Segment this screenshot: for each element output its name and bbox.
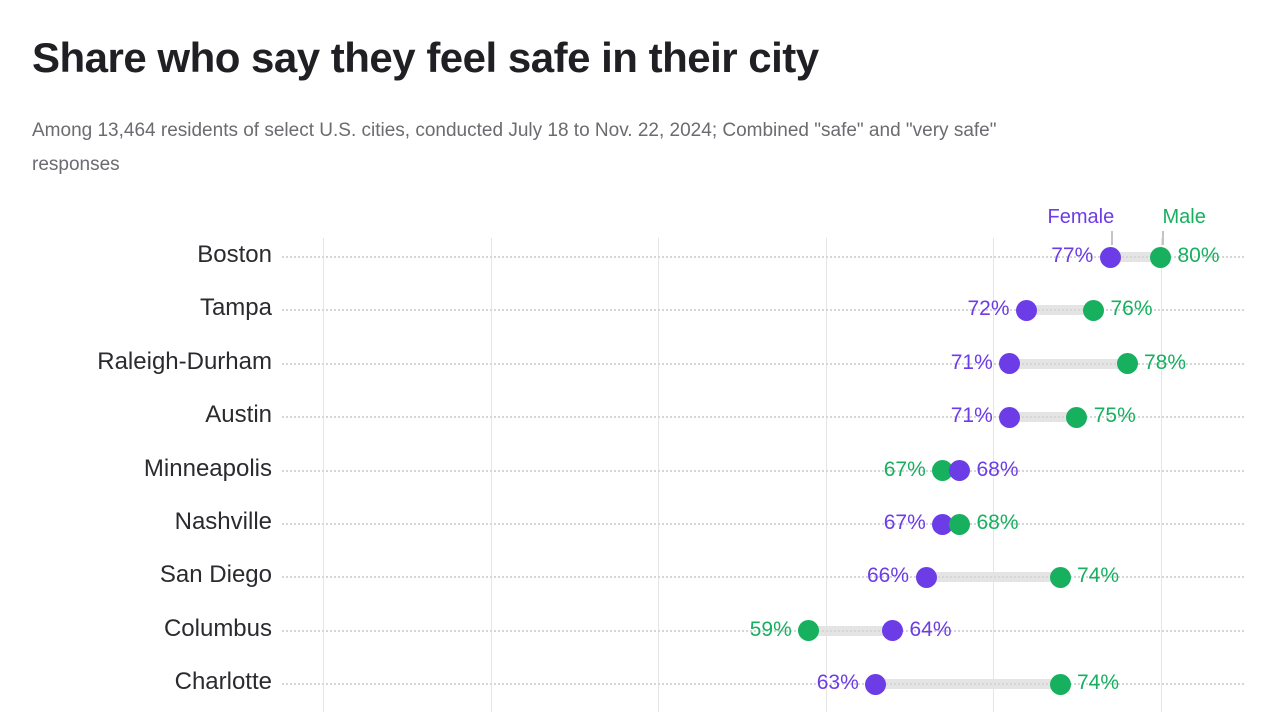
legend-male-tick bbox=[1161, 231, 1164, 245]
chart-subtitle: Among 13,464 residents of select U.S. ci… bbox=[32, 114, 997, 182]
male-value-label: 67% bbox=[883, 457, 926, 481]
female-dot bbox=[949, 460, 970, 482]
male-value-label: 75% bbox=[1093, 404, 1136, 428]
row-guide-line bbox=[282, 256, 1244, 258]
male-dot bbox=[949, 513, 970, 535]
female-dot bbox=[1099, 246, 1121, 268]
male-dot bbox=[1049, 566, 1071, 588]
row-guide-line bbox=[282, 362, 1244, 365]
gridline bbox=[323, 238, 324, 712]
male-value-label: 74% bbox=[1077, 671, 1120, 695]
female-value-label: 66% bbox=[866, 564, 909, 588]
row-guide-line bbox=[282, 629, 1244, 632]
male-dot bbox=[1066, 406, 1088, 428]
chart-subtitle-line-1: Among 13,464 residents of select U.S. ci… bbox=[32, 120, 997, 141]
female-value-label: 64% bbox=[909, 617, 952, 641]
row-guide-line bbox=[282, 416, 1244, 419]
legend-female-tick bbox=[1111, 231, 1114, 245]
female-value-label: 72% bbox=[967, 297, 1010, 321]
city-label: San Diego bbox=[159, 561, 272, 589]
male-value-label: 76% bbox=[1110, 297, 1153, 321]
row-guide-line bbox=[282, 683, 1244, 686]
gridline bbox=[490, 238, 492, 712]
chart-title: Share who say they feel safe in their ci… bbox=[32, 34, 819, 81]
legend-male-label: Male bbox=[1162, 206, 1206, 228]
female-value-label: 63% bbox=[816, 671, 859, 695]
female-value-label: 71% bbox=[950, 350, 993, 374]
city-label: Tampa bbox=[199, 294, 272, 322]
female-value-label: 68% bbox=[976, 457, 1019, 481]
male-dot bbox=[798, 620, 820, 642]
city-label: Austin bbox=[205, 401, 272, 429]
female-dot bbox=[865, 673, 887, 695]
city-label: Raleigh-Durham bbox=[97, 347, 272, 375]
male-dot bbox=[932, 460, 954, 482]
female-dot bbox=[999, 406, 1021, 428]
male-value-label: 68% bbox=[976, 511, 1019, 534]
row-guide-line bbox=[282, 309, 1244, 312]
gridline bbox=[993, 238, 994, 712]
female-value-label: 77% bbox=[1051, 244, 1094, 267]
gridline bbox=[1160, 238, 1162, 712]
male-value-label: 59% bbox=[749, 617, 792, 641]
legend-female-label: Female bbox=[1047, 206, 1115, 228]
gridline bbox=[825, 238, 827, 712]
city-label: Minneapolis bbox=[143, 454, 272, 482]
male-dot bbox=[1083, 299, 1104, 321]
female-dot bbox=[1016, 299, 1037, 321]
male-value-label: 74% bbox=[1077, 564, 1120, 588]
male-dot bbox=[1116, 353, 1138, 375]
row-guide-line bbox=[282, 576, 1244, 579]
female-dot bbox=[915, 566, 937, 588]
row-guide-line bbox=[282, 523, 1244, 525]
male-value-label: 80% bbox=[1177, 244, 1220, 267]
city-label: Charlotte bbox=[174, 668, 272, 696]
row-guide-line bbox=[282, 469, 1244, 472]
city-label: Columbus bbox=[163, 614, 272, 642]
female-value-label: 71% bbox=[950, 404, 993, 428]
female-dot bbox=[999, 353, 1021, 375]
chart-subtitle-line-2: responses bbox=[32, 154, 120, 175]
city-label: Nashville bbox=[174, 508, 272, 535]
female-value-label: 67% bbox=[883, 511, 926, 534]
female-dot bbox=[882, 620, 903, 642]
female-dot bbox=[932, 513, 954, 535]
male-value-label: 78% bbox=[1144, 350, 1187, 374]
city-label: Boston bbox=[197, 241, 272, 268]
gridline bbox=[658, 238, 659, 712]
male-dot bbox=[1150, 246, 1171, 268]
male-dot bbox=[1049, 673, 1071, 695]
